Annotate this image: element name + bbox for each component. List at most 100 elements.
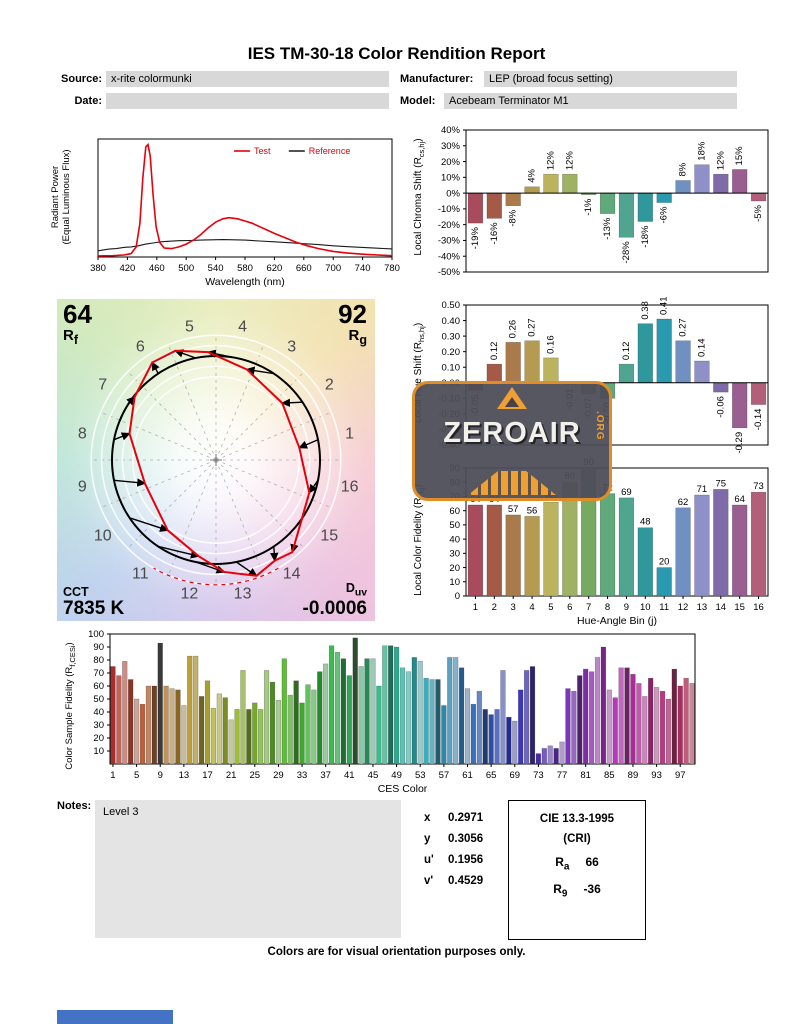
svg-text:12%: 12% xyxy=(564,151,575,171)
svg-text:0.16: 0.16 xyxy=(545,335,556,354)
stat-row-v: v' 0.4529 xyxy=(424,875,484,887)
watermark-lamp-icon-inner xyxy=(505,397,519,407)
svg-text:700: 700 xyxy=(325,263,341,274)
svg-text:53: 53 xyxy=(415,770,426,781)
svg-text:71: 71 xyxy=(697,484,708,495)
svg-text:20: 20 xyxy=(93,733,104,744)
color-vector-graphic: 1 2 3 4 5 6 7 8 9 10 11 12 13 14 15 16 64 Rf 92 Rg CCT … xyxy=(57,299,375,621)
svg-text:90: 90 xyxy=(93,642,104,653)
svg-text:100: 100 xyxy=(88,629,104,640)
svg-text:0: 0 xyxy=(455,591,460,602)
ces-y-axis-label: Color Sample Fidelity (Rf,CESi) xyxy=(64,642,77,770)
svg-text:40: 40 xyxy=(449,534,460,545)
svg-text:37: 37 xyxy=(320,770,331,781)
notes-box: Level 3 xyxy=(95,800,401,938)
svg-text:-50%: -50% xyxy=(438,267,461,278)
svg-text:16: 16 xyxy=(753,602,764,613)
svg-text:9: 9 xyxy=(158,770,163,781)
svg-text:45: 45 xyxy=(368,770,379,781)
svg-text:15%: 15% xyxy=(734,146,745,166)
svg-text:5: 5 xyxy=(134,770,139,781)
svg-text:93: 93 xyxy=(651,770,662,781)
svg-text:0.14: 0.14 xyxy=(696,339,707,358)
svg-text:18%: 18% xyxy=(696,141,707,161)
spectral-power-distribution-chart: 380 420 460 500 540 580 620 660 700 740 780 Wavelen… xyxy=(90,138,400,288)
svg-text:70: 70 xyxy=(93,668,104,679)
svg-text:50: 50 xyxy=(93,694,104,705)
svg-text:20%: 20% xyxy=(441,157,461,168)
svg-text:-8%: -8% xyxy=(508,209,519,226)
model-label: Model: xyxy=(400,95,436,107)
source-label: Source: xyxy=(61,73,102,85)
rf-score: 64 Rf xyxy=(63,299,92,348)
svg-text:-1%: -1% xyxy=(583,198,594,215)
svg-text:41: 41 xyxy=(344,770,355,781)
zeroair-watermark: ZEROAIR .ORG xyxy=(412,381,612,501)
svg-text:69: 69 xyxy=(509,770,520,781)
svg-text:460: 460 xyxy=(149,263,165,274)
svg-text:5: 5 xyxy=(185,318,194,335)
svg-text:50: 50 xyxy=(449,520,460,531)
date-label: Date: xyxy=(74,95,102,107)
svg-text:6: 6 xyxy=(567,602,572,613)
svg-text:4: 4 xyxy=(238,318,247,335)
svg-text:64: 64 xyxy=(734,494,745,505)
svg-text:-30%: -30% xyxy=(438,236,461,247)
svg-text:0.41: 0.41 xyxy=(659,297,670,316)
svg-text:0.20: 0.20 xyxy=(442,347,461,358)
svg-text:13: 13 xyxy=(179,770,190,781)
svg-text:25: 25 xyxy=(249,770,260,781)
svg-text:12: 12 xyxy=(678,602,689,613)
svg-text:Hue-Angle Bin (j): Hue-Angle Bin (j) xyxy=(577,615,657,627)
svg-text:60: 60 xyxy=(93,681,104,692)
svg-text:14: 14 xyxy=(283,565,301,582)
svg-text:-0.06: -0.06 xyxy=(715,396,726,418)
cri-ra-row: Ra 66 xyxy=(555,855,599,873)
svg-text:11: 11 xyxy=(659,602,669,613)
local-chroma-shift-chart: 40% 30% 20% 10% 0% -10% -20% -30% -40% -50% -19% -1… xyxy=(438,125,769,278)
svg-text:7: 7 xyxy=(586,602,591,613)
svg-text:85: 85 xyxy=(604,770,615,781)
svg-text:-13%: -13% xyxy=(602,217,613,240)
svg-text:-20%: -20% xyxy=(438,220,461,231)
svg-text:Test: Test xyxy=(254,146,271,156)
svg-text:56: 56 xyxy=(527,505,538,516)
stat-row-x: x 0.2971 xyxy=(424,812,484,824)
svg-text:7: 7 xyxy=(98,376,107,393)
svg-text:10: 10 xyxy=(640,602,651,613)
cri-standard: CIE 13.3-1995 xyxy=(539,813,615,825)
cri-r9-row: R9 -36 xyxy=(553,882,601,900)
footer-note: Colors are for visual orientation purpos… xyxy=(267,946,526,958)
svg-text:1: 1 xyxy=(473,602,478,613)
cri-box: CIE 13.3-1995 (CRI) Ra 66 R9 -36 xyxy=(508,800,646,940)
svg-text:60: 60 xyxy=(449,506,460,517)
watermark-name: ZEROAIR xyxy=(443,417,581,449)
svg-text:Reference: Reference xyxy=(309,146,351,156)
svg-text:0.50: 0.50 xyxy=(442,300,461,311)
svg-text:30%: 30% xyxy=(441,141,461,152)
source-value: x-rite colormunki xyxy=(106,71,389,87)
svg-text:8%: 8% xyxy=(678,162,689,176)
svg-text:660: 660 xyxy=(296,263,312,274)
stat-row-y: y 0.3056 xyxy=(424,833,484,845)
chroma-y-axis-label: Local Chroma Shift (Rcs,hj) xyxy=(413,138,426,256)
report-title: IES TM-30-18 Color Rendition Report xyxy=(247,44,546,63)
svg-text:12%: 12% xyxy=(545,151,556,171)
svg-text:-5%: -5% xyxy=(753,204,764,221)
svg-text:20: 20 xyxy=(659,557,670,568)
local-color-fidelity-chart: 9080706050403020100646457566680907269482… xyxy=(449,457,769,627)
svg-text:10: 10 xyxy=(449,577,460,588)
svg-text:12: 12 xyxy=(181,586,199,603)
svg-text:1: 1 xyxy=(110,770,115,781)
svg-text:97: 97 xyxy=(675,770,686,781)
svg-text:62: 62 xyxy=(678,497,689,508)
svg-text:-16%: -16% xyxy=(489,222,500,245)
svg-text:580: 580 xyxy=(237,263,253,274)
svg-text:89: 89 xyxy=(628,770,639,781)
svg-text:75: 75 xyxy=(716,478,727,489)
svg-text:CES Color: CES Color xyxy=(378,783,428,795)
svg-text:780: 780 xyxy=(384,263,400,274)
svg-text:0.10: 0.10 xyxy=(442,362,461,373)
svg-text:8: 8 xyxy=(78,425,87,442)
cct-value: CCT 7835 K xyxy=(63,584,125,620)
